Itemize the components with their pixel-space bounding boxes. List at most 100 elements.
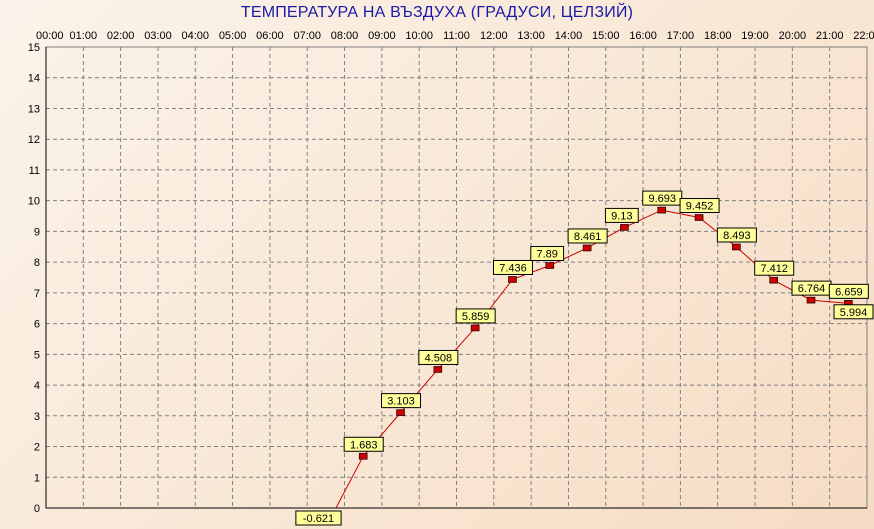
x-tick-label: 13:00 [517, 30, 545, 42]
data-label-box [828, 283, 869, 299]
data-label: 1.683 [343, 436, 384, 452]
y-tick-label: 12 [28, 134, 40, 146]
data-label-text: 7.436 [499, 262, 527, 274]
data-label-box [567, 228, 608, 244]
y-tick-label: 7 [34, 288, 40, 300]
data-label: 9.452 [679, 198, 720, 214]
data-marker [433, 366, 443, 373]
data-label-text: 9.452 [686, 201, 714, 213]
data-marker [470, 324, 480, 332]
y-tick-label: 11 [29, 165, 40, 177]
data-marker [582, 244, 592, 252]
x-tick-label: 21:00 [816, 30, 844, 42]
data-label: 7.89 [530, 246, 565, 262]
y-tick-label: 3 [34, 411, 40, 423]
data-label: -0.621 [295, 510, 342, 526]
data-label-box [295, 510, 342, 526]
x-tick-label: 01:00 [70, 30, 98, 42]
x-tick-label: 05:00 [219, 30, 247, 42]
y-tick-label: 6 [34, 319, 40, 331]
data-label-text: -0.621 [303, 513, 334, 525]
data-marker [806, 296, 816, 304]
temperature-series [335, 209, 867, 508]
data-label-text: 5.994 [840, 307, 868, 319]
data-label-box [833, 304, 874, 320]
data-labels: -0.621 1.683 3.103 4.508 5.859 7.436 7.89 8.461… [295, 190, 874, 526]
data-label: 5.994 [833, 304, 874, 320]
data-label-text: 7.89 [536, 249, 557, 261]
data-label: 4.508 [418, 349, 459, 365]
x-tick-label: 11:00 [443, 30, 470, 42]
y-tick-label: 8 [34, 257, 40, 269]
x-tick-label: 07:00 [293, 30, 321, 42]
x-tick-label: 22:00 [853, 30, 874, 42]
data-label-box [754, 260, 795, 276]
x-tick-label: 18:00 [704, 30, 732, 42]
y-tick-label: 4 [34, 380, 40, 392]
data-markers [358, 206, 853, 460]
data-label-box [604, 207, 639, 223]
x-tick-label: 06:00 [256, 30, 284, 42]
data-label-text: 9.693 [648, 193, 676, 205]
y-tick-label: 9 [34, 226, 40, 238]
data-label: 7.436 [492, 259, 533, 275]
chart-title: ТЕМПЕРАТУРА НА ВЪЗДУХА (ГРАДУСИ, ЦЕЛЗИЙ) [240, 4, 634, 21]
data-label-box [492, 259, 533, 275]
data-label-text: 4.508 [425, 352, 453, 364]
data-marker [694, 214, 704, 221]
temperature-line [335, 209, 867, 508]
data-label-text: 6.764 [798, 283, 826, 295]
data-label-text: 7.412 [760, 263, 788, 275]
data-label: 8.461 [567, 228, 608, 244]
data-label: 7.412 [754, 260, 795, 276]
data-marker [508, 276, 517, 283]
y-tick-label: 13 [28, 103, 40, 115]
y-tick-label: 14 [28, 73, 40, 85]
x-axis-ticks: 00:00 01:00 02:00 03:00 04:00 05:00 06:00 07:00… [36, 30, 874, 42]
data-label-box [530, 246, 565, 262]
x-tick-label: 14:00 [555, 30, 583, 42]
x-tick-label: 02:00 [107, 30, 135, 42]
data-label: 9.693 [642, 190, 683, 206]
x-tick-label: 19:00 [741, 30, 769, 42]
data-label-text: 8.461 [574, 231, 602, 243]
x-tick-label: 04:00 [182, 30, 210, 42]
data-label: 8.493 [716, 227, 757, 243]
x-tick-label: 09:00 [368, 30, 396, 42]
data-label: 6.659 [828, 283, 869, 299]
x-tick-label: 15:00 [592, 30, 620, 42]
data-label-box [343, 436, 384, 452]
data-label-text: 1.683 [350, 439, 378, 451]
plot-area [45, 46, 868, 509]
x-tick-label: 17:00 [667, 30, 695, 42]
data-label-box [716, 227, 757, 243]
data-marker [657, 206, 667, 214]
x-tick-label: 10:00 [405, 30, 433, 42]
y-tick-label: 10 [28, 196, 40, 208]
x-tick-label: 20:00 [779, 30, 807, 42]
data-marker [732, 243, 741, 251]
data-label-box [418, 349, 459, 365]
data-label: 5.859 [455, 308, 496, 324]
data-marker [358, 452, 368, 460]
x-tick-label: 16:00 [629, 30, 657, 42]
x-tick-label: 00:00 [36, 30, 64, 42]
data-label: 9.13 [604, 207, 639, 223]
y-tick-label: 0 [34, 503, 40, 515]
data-label: 6.764 [791, 280, 832, 296]
data-label-text: 8.493 [723, 230, 751, 242]
data-label-text: 9.13 [611, 210, 632, 222]
data-label: 3.103 [381, 393, 422, 409]
data-label-box [679, 198, 720, 214]
data-label-box [455, 308, 496, 324]
y-tick-label: 1 [34, 472, 40, 484]
data-marker [545, 262, 555, 269]
y-tick-label: 2 [34, 442, 40, 454]
x-tick-label: 03:00 [144, 30, 172, 42]
y-tick-label: 15 [28, 42, 40, 54]
data-label-text: 5.859 [462, 311, 490, 323]
data-marker [769, 276, 779, 284]
